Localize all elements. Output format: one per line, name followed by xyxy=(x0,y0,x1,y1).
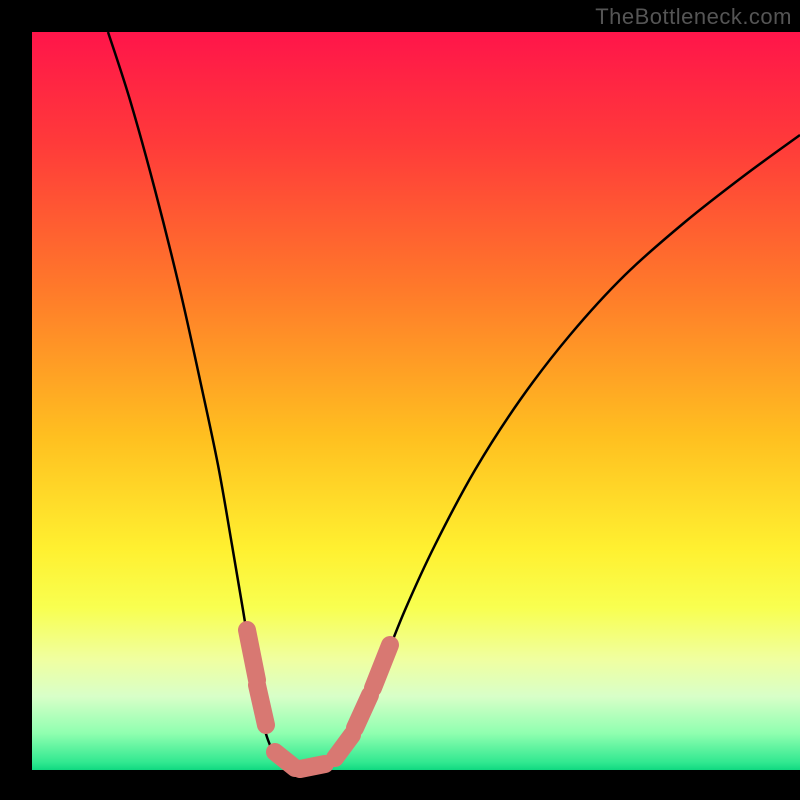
curve-marker xyxy=(247,630,257,680)
curve-marker xyxy=(300,764,325,769)
curve-marker xyxy=(257,685,266,725)
bottleneck-chart: TheBottleneck.com xyxy=(0,0,800,800)
chart-svg xyxy=(0,0,800,800)
attribution-label: TheBottleneck.com xyxy=(595,4,792,30)
plot-background xyxy=(32,32,800,770)
